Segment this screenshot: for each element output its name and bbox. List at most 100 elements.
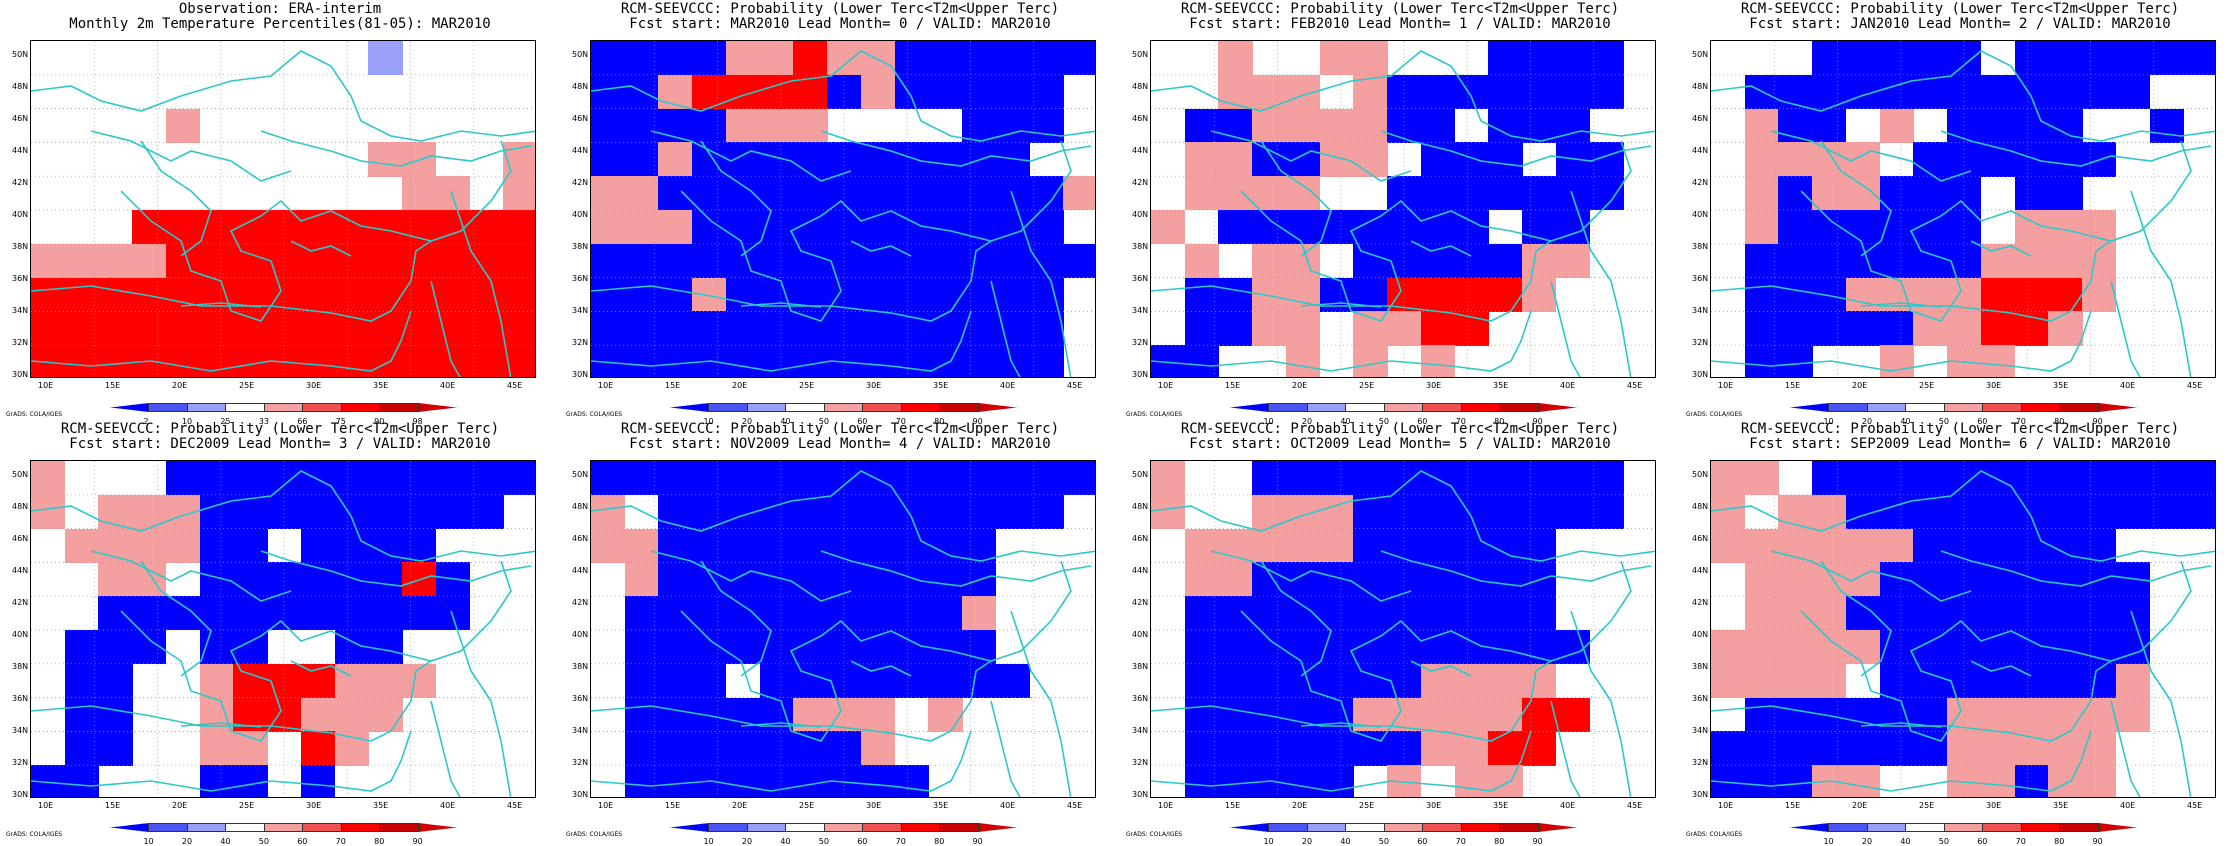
grid-cell <box>1387 74 1422 110</box>
colorbar: 10 20 40 50 60 70 80 90 <box>1230 823 1577 846</box>
latitude-label: 36N <box>1132 274 1149 283</box>
coastline-path <box>740 302 822 308</box>
coastline-path <box>1240 560 1632 742</box>
colorbar-segment <box>1268 403 1308 412</box>
colorbar-segment <box>1537 823 1577 832</box>
grid-cell <box>591 41 626 76</box>
grid-cell <box>962 176 997 211</box>
panel-subtitle: Fcst start: FEB2010 Lead Month= 1 / VALI… <box>1189 16 1611 32</box>
grid-cell <box>591 210 626 245</box>
colorbar-label: 10 <box>143 837 154 846</box>
grid-cell <box>759 108 794 143</box>
coastline-path <box>90 550 292 602</box>
grid-cell <box>165 311 201 346</box>
longitude-label: 40E <box>1000 801 1016 810</box>
grid-cell <box>928 74 963 110</box>
grid-cell <box>725 345 761 377</box>
latitude-label: 30N <box>1132 370 1149 379</box>
map-panel: RCM-SEEVCCC: Probability (Lower Terc<T2m… <box>560 420 1120 846</box>
latitude-label: 34N <box>1692 726 1709 735</box>
grid-cell <box>1184 176 1219 211</box>
colorbar-label: 90 <box>1532 417 1543 426</box>
latitude-label: 50N <box>1692 470 1709 479</box>
longitude-label: 25E <box>1919 801 1935 810</box>
colorbar-segment <box>302 823 342 832</box>
grid-cell <box>1555 176 1591 211</box>
colorbar-segment <box>1905 823 1945 832</box>
colorbar-segment <box>1866 823 1907 832</box>
colorbar-segment <box>939 403 979 412</box>
longitude-label: 30E <box>306 381 322 390</box>
grid-cell <box>64 277 99 312</box>
coastline-path <box>180 302 262 308</box>
longitude-label: 15E <box>1785 381 1801 390</box>
grid-cell <box>199 345 234 377</box>
coastline-path <box>90 130 292 182</box>
coastline-path <box>1570 190 1632 377</box>
coastline-path <box>2110 280 2141 377</box>
coastline-path <box>1550 700 1581 797</box>
colorbar-segment <box>1499 403 1539 412</box>
colorbar-label: 50 <box>818 417 829 426</box>
grid-cell <box>1420 277 1456 312</box>
colorbar-segment <box>823 403 864 412</box>
latitude-label: 36N <box>1692 274 1709 283</box>
colorbar: 10 20 40 50 60 70 80 90 <box>670 823 1017 846</box>
grid-cell <box>658 210 693 245</box>
colorbar-label: 75 <box>335 417 346 426</box>
latitude-label: 34N <box>1692 306 1709 315</box>
grid-cell <box>860 277 896 312</box>
colorbar-label: 70 <box>335 837 346 846</box>
grid-cell <box>1218 210 1253 245</box>
grid-cell <box>692 176 727 211</box>
latitude-label: 50N <box>1132 50 1149 59</box>
colorbar-label: 90 <box>374 417 385 426</box>
grid-cell <box>591 243 626 279</box>
grid-cell <box>199 311 234 346</box>
colorbar-segment <box>1383 823 1424 832</box>
grid-cell <box>962 345 997 377</box>
coastline-path <box>1240 140 1632 322</box>
grid-cell <box>165 210 201 245</box>
map-panel: RCM-SEEVCCC: Probability (Lower Terc<T2m… <box>0 420 560 846</box>
grid-cell <box>725 142 761 177</box>
coastline-path <box>1010 610 1072 797</box>
colorbar-label: 10 <box>703 417 714 426</box>
longitude-label: 45E <box>2187 801 2203 810</box>
colorbar-segment <box>1306 403 1347 412</box>
colorbar-label: 33 <box>258 417 269 426</box>
panel-subtitle: Fcst start: NOV2009 Lead Month= 4 / VALI… <box>629 436 1051 452</box>
coastline-path <box>1550 280 1581 377</box>
grid-cell <box>334 243 369 279</box>
colorbar: 2 10 25 33 66 75 90 98 <box>110 403 457 426</box>
colorbar-label: 20 <box>1861 837 1873 846</box>
grid-cell <box>469 243 504 279</box>
colorbar-label: 90 <box>972 417 983 426</box>
colorbar-segment <box>379 403 419 412</box>
grid-cell <box>402 345 437 377</box>
grid-cell <box>2014 41 2049 76</box>
grads-credit: GrADS: COLA/IGES <box>6 411 63 418</box>
colorbar-segment <box>939 823 979 832</box>
colorbar-label: 60 <box>857 417 868 426</box>
panel-title: RCM-SEEVCCC: Probability (Lower Terc<T2m… <box>1740 1 2180 17</box>
colorbar-segment <box>1268 823 1308 832</box>
latitude-label: 38N <box>572 242 589 251</box>
colorbar-segment <box>670 403 710 412</box>
map-area <box>1710 40 2216 378</box>
grid-cell <box>1778 74 1813 110</box>
latitude-label: 48N <box>1132 502 1149 511</box>
grid-cell <box>658 176 693 211</box>
map-panel: RCM-SEEVCCC: Probability (Lower Terc<T2m… <box>1120 0 1680 426</box>
latitude-label: 30N <box>572 790 589 799</box>
panel-title: Observation: ERA-interim <box>178 1 382 17</box>
longitude-label: 35E <box>1493 801 1509 810</box>
grid-cell <box>692 41 727 76</box>
longitude-label: 10E <box>38 801 54 810</box>
colorbar-label: 20 <box>741 837 753 846</box>
latitude-label: 44N <box>1692 566 1709 575</box>
grid-cell <box>793 41 828 76</box>
colorbar-segment <box>1828 823 1868 832</box>
longitude-label: 35E <box>1493 381 1509 390</box>
grid-cell <box>1353 108 1388 143</box>
